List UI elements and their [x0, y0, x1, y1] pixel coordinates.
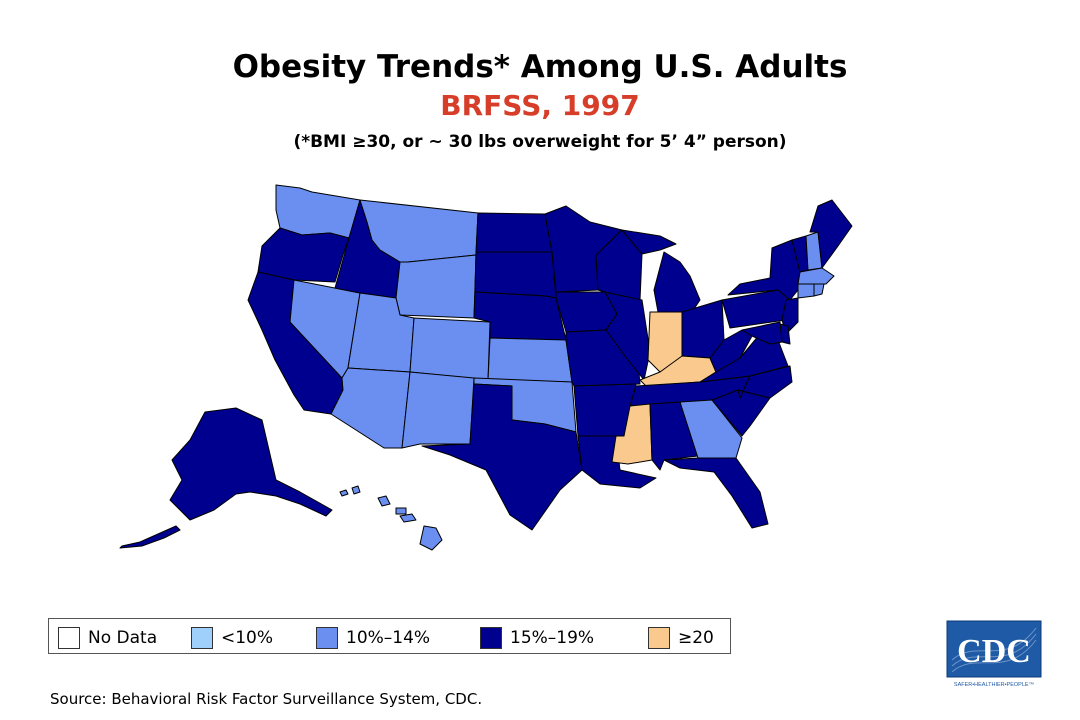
legend-item-ge20: ≥20 — [648, 626, 714, 650]
legend: No Data <10% 10%–14% 15%–19% ≥20 — [48, 618, 731, 654]
legend-label-lt10: <10% — [221, 628, 274, 648]
state-WA[interactable] — [275, 184, 361, 239]
legend-item-10-14: 10%–14% — [316, 626, 430, 650]
state-FL[interactable] — [663, 457, 769, 529]
legend-item-lt10: <10% — [191, 626, 273, 650]
source-note: Source: Behavioral Risk Factor Surveilla… — [50, 690, 483, 708]
state-MI[interactable] — [653, 251, 701, 313]
legend-swatch-lt10 — [191, 627, 213, 649]
legend-label-15-19: 15%–19% — [510, 628, 595, 648]
legend-label-ge20: ≥20 — [678, 628, 714, 648]
state-SC[interactable] — [711, 389, 771, 437]
map-footnote: (*BMI ≥30, or ~ 30 lbs overweight for 5’… — [293, 132, 787, 152]
legend-swatch-ge20 — [648, 627, 670, 649]
state-WY[interactable] — [395, 254, 477, 319]
state-NM[interactable] — [401, 371, 475, 449]
state-AZ[interactable] — [330, 367, 411, 449]
state-IL[interactable] — [604, 291, 651, 381]
state-ME[interactable] — [809, 199, 853, 269]
cdc-logo: CDC SAFER•HEALTHIER•PEOPLE™ — [946, 620, 1042, 688]
state-VA[interactable] — [699, 333, 789, 383]
state-CT[interactable] — [797, 283, 815, 299]
state-MI-upper[interactable] — [621, 229, 677, 255]
cdc-logo-tagline: SAFER•HEALTHIER•PEOPLE™ — [954, 682, 1034, 688]
state-ND[interactable] — [475, 212, 553, 253]
legend-label-10-14: 10%–14% — [346, 628, 431, 648]
state-AK-islands[interactable] — [119, 525, 181, 549]
state-AK[interactable] — [169, 407, 333, 521]
state-KS[interactable] — [487, 337, 573, 383]
state-GA[interactable] — [679, 399, 743, 459]
legend-item-15-19: 15%–19% — [480, 626, 594, 650]
state-MD[interactable] — [741, 321, 783, 345]
legend-item-no-data: No Data — [58, 626, 157, 650]
legend-swatch-10-14 — [316, 627, 338, 649]
legend-swatch-no-data — [58, 627, 80, 649]
state-CO[interactable] — [409, 317, 491, 381]
legend-label-no-data: No Data — [88, 628, 158, 648]
cdc-logo-text: CDC — [957, 633, 1031, 670]
map-subtitle: BRFSS, 1997 — [440, 89, 640, 122]
map-title: Obesity Trends* Among U.S. Adults — [232, 49, 848, 85]
legend-swatch-15-19 — [480, 627, 502, 649]
state-NY[interactable] — [727, 239, 801, 301]
state-SD[interactable] — [474, 251, 557, 299]
state-RI[interactable] — [813, 283, 825, 297]
state-TX[interactable] — [421, 383, 583, 531]
state-OR[interactable] — [257, 227, 350, 283]
state-HI[interactable] — [339, 485, 443, 551]
state-MA[interactable] — [797, 267, 835, 285]
